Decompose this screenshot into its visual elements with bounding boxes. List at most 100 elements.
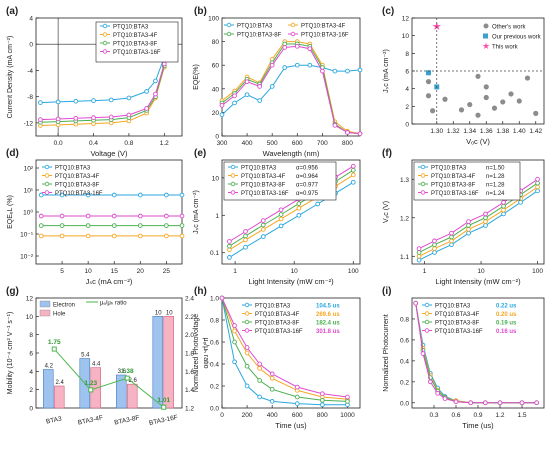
y-tick-label: 100 [208,16,219,23]
bar-value-label: 4.4 [92,362,101,368]
data-point [501,200,506,205]
data-point [294,394,300,400]
y-axis-label: Vₒc (V) [383,201,390,223]
data-point [435,390,441,396]
data-point [320,68,325,74]
series-line [221,41,361,135]
data-point [483,94,489,101]
data-point [91,98,96,103]
x-tick-label: 1.30 [430,128,443,135]
y-tick-label: 60 [212,63,220,70]
series-annotation: 301.8 us [316,329,340,335]
x-tick-label: 10 [85,268,93,275]
y-tick-label: 0.0 [400,400,409,407]
data-point [137,223,143,228]
data-point [219,112,225,118]
panel-i: (i) Time (us) Normalized Photocurrent 0.0 0.… [382,286,545,430]
data-point [257,84,262,89]
data-point [483,215,488,221]
data-point [126,112,132,118]
data-point [243,229,248,234]
legend-label: PTQ10:BTA3 [435,303,471,309]
data-point [137,233,143,239]
ratio-marker [161,404,167,410]
data-point [153,91,158,97]
data-point [500,99,506,105]
plot-frame [221,159,361,265]
legend-label: PTQ10:BTA3-4F [241,174,286,180]
data-point [257,361,262,367]
data-point [126,95,132,101]
legend-marker [420,190,426,195]
data-point [296,201,302,206]
legend-marker [230,190,236,195]
series-annotation: α=0.977 [296,182,319,188]
y-tick-label: 10¹ [24,188,34,195]
data-point [466,226,471,232]
x-tick-label: 1 [233,268,237,275]
x-tick-label: 400 [242,140,253,147]
data-point [227,243,232,249]
data-point [260,234,266,239]
y-tick-label: 10⁻² [20,254,34,261]
data-point [161,61,167,67]
series-annotation: 269.6 us [316,312,340,318]
data-point [482,400,488,406]
data-point [483,84,489,90]
data-point [294,62,300,68]
legend-marker [244,311,250,316]
x-tick-label: 600 [292,412,303,419]
x-axis-label: Light Intensity (mW cm⁻²) [435,277,521,286]
data-point [483,211,488,217]
panel-h: (h) Time (us) Normalized Photovoltage 0.0 0.… [193,286,361,430]
data-point [453,399,459,405]
x-tick-label: 1.36 [480,128,493,135]
series-line [221,64,361,116]
panel-letter: (c) [382,6,394,17]
legend-marker [230,181,236,187]
data-point [108,97,114,103]
panel-letter: (b) [194,6,207,17]
data-point [416,250,422,255]
y-tick-label: 6 [405,69,409,76]
data-point [350,172,356,178]
x-tick-label: 1.5 [517,412,526,419]
legend-swatch [39,300,51,308]
y-tick-label: 0.2 [210,384,219,391]
data-point [59,223,65,228]
data-point [458,107,465,113]
data-point [179,192,185,198]
data-point [345,130,350,135]
data-point [468,400,474,406]
data-point [425,93,432,99]
x-tick-label: 800 [342,140,353,147]
data-point [278,212,284,217]
bar-hole [163,316,174,409]
x-tick-label: 0.4 [89,140,98,147]
data-point [432,238,437,244]
legend-label: This work [492,45,519,51]
data-point [144,106,149,111]
data-point [164,233,169,239]
data-point [350,179,356,185]
x-axis-label: Light Intensity (mW cm⁻²) [248,277,334,286]
data-point [432,250,437,255]
legend-marker [290,31,296,37]
data-point [85,192,91,198]
legend-label: PTQ10:BTA3-16F [55,191,103,197]
y2-tick-label: 1.4 [185,387,194,394]
plot-frame [221,17,361,137]
ratio-value-label: 1.01 [157,397,170,404]
series-annotation: 182.4 us [316,320,340,326]
data-point [137,213,143,219]
legend-label: PTQ10:BTA3-8F [113,41,158,47]
data-point [269,371,275,377]
legend-label: Our previous work [492,35,542,41]
bar-hole [53,385,65,409]
x-tick-label: 0.9 [473,412,482,419]
x-tick-label: 400 [267,412,278,419]
panel-c: (c) Vₒc (V) Jₛc (mA cm⁻²) 0 2 4 6 8 10 12 1.30 1.32… [382,6,545,146]
legend-label: PTQ10:BTA3 [237,23,273,29]
y2-tick-label: 2.2 [185,314,194,321]
